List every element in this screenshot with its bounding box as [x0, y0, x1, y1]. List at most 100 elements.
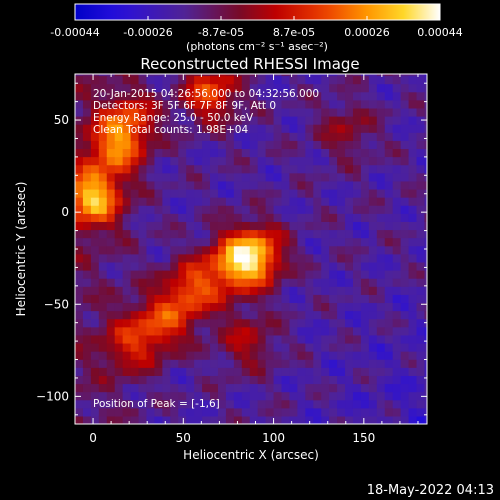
- heatmap-cell: [241, 107, 251, 117]
- heatmap-cell: [178, 302, 187, 312]
- heatmap-cell: [360, 253, 370, 263]
- heatmap-cell: [138, 116, 148, 125]
- heatmap-cell: [289, 140, 298, 150]
- heatmap-cell: [122, 99, 132, 109]
- heatmap-cell: [114, 253, 124, 263]
- heatmap-cell: [162, 359, 171, 368]
- heatmap-cell: [249, 132, 259, 141]
- heatmap-cell: [329, 286, 338, 295]
- heatmap-cell: [289, 399, 298, 409]
- heatmap-cell: [257, 245, 267, 255]
- heatmap-cell: [202, 213, 211, 222]
- heatmap-cell: [305, 91, 314, 101]
- heatmap-cell: [400, 164, 410, 174]
- heatmap-cell: [360, 188, 370, 198]
- heatmap-cell: [210, 375, 219, 385]
- heatmap-cell: [210, 197, 219, 206]
- heatmap-cell: [400, 148, 410, 158]
- heatmap-cell: [352, 74, 362, 77]
- heatmap-cell: [265, 197, 275, 206]
- heatmap-cell: [82, 172, 92, 182]
- heatmap-cell: [392, 253, 402, 263]
- heatmap-cell: [321, 334, 330, 344]
- heatmap-cell: [416, 180, 426, 190]
- heatmap-cell: [170, 164, 179, 174]
- heatmap-cell: [337, 107, 346, 117]
- heatmap-cell: [345, 140, 354, 150]
- heatmap-cell: [273, 351, 283, 360]
- heatmap-cell: [273, 156, 283, 166]
- heatmap-cell: [297, 221, 306, 231]
- heatmap-cell: [384, 164, 394, 174]
- heatmap-cell: [217, 188, 227, 198]
- heatmap-cell: [257, 99, 267, 109]
- heatmap-cell: [114, 261, 124, 271]
- heatmap-cell: [225, 221, 235, 231]
- heatmap-cell: [217, 237, 227, 247]
- heatmap-cell: [225, 286, 235, 295]
- heatmap-cell: [75, 197, 84, 206]
- heatmap-cell: [114, 383, 124, 393]
- heatmap-cell: [289, 415, 298, 424]
- heatmap-cell: [249, 164, 259, 174]
- heatmap-cell: [281, 132, 291, 141]
- heatmap-cell: [241, 351, 251, 360]
- heatmap-cell: [289, 342, 298, 352]
- heatmap-cell: [384, 334, 394, 344]
- heatmap-cell: [186, 318, 195, 328]
- heatmap-cell: [162, 205, 171, 214]
- heatmap-cell: [241, 83, 251, 93]
- heatmap-cell: [345, 302, 354, 312]
- heatmap-cell: [98, 367, 108, 376]
- heatmap-cell: [178, 310, 187, 320]
- heatmap-cell: [178, 367, 187, 376]
- heatmap-cell: [376, 278, 386, 287]
- heatmap-cell: [138, 124, 148, 133]
- heatmap-cell: [186, 399, 195, 409]
- heatmap-cell: [186, 253, 195, 263]
- heatmap-cell: [98, 318, 108, 328]
- heatmap-cell: [233, 74, 243, 77]
- heatmap-cell: [352, 172, 362, 182]
- heatmap-cell: [424, 140, 427, 150]
- heatmap-cell: [154, 197, 163, 206]
- heatmap-cell: [257, 359, 267, 368]
- heatmap-cell: [75, 375, 84, 385]
- heatmap-cell: [82, 399, 92, 409]
- heatmap-cell: [384, 156, 394, 166]
- heatmap-cell: [424, 124, 427, 133]
- heatmap-cell: [202, 351, 211, 360]
- heatmap-cell: [162, 245, 171, 255]
- heatmap-cell: [376, 399, 386, 409]
- heatmap-cell: [154, 180, 163, 190]
- heatmap-cell: [257, 74, 267, 77]
- heatmap-cell: [360, 180, 370, 190]
- heatmap-cell: [368, 188, 378, 198]
- heatmap-cell: [241, 213, 251, 222]
- heatmap-cell: [305, 221, 314, 231]
- heatmap-cell: [186, 415, 195, 424]
- heatmap-cell: [138, 375, 148, 385]
- heatmap-cell: [241, 221, 251, 231]
- heatmap-cell: [384, 415, 394, 424]
- heatmap-cell: [114, 75, 124, 85]
- heatmap-cell: [321, 342, 330, 352]
- heatmap-cell: [114, 326, 124, 336]
- heatmap-cell: [130, 75, 140, 85]
- heatmap-cell: [289, 245, 298, 255]
- heatmap-cell: [178, 342, 187, 352]
- heatmap-cell: [265, 278, 275, 287]
- heatmap-cell: [170, 286, 179, 295]
- heatmap-cell: [289, 270, 298, 279]
- heatmap-cell: [392, 229, 402, 239]
- heatmap-cell: [170, 91, 179, 101]
- heatmap-cell: [217, 83, 227, 93]
- heatmap-cell: [225, 91, 235, 101]
- heatmap-cell: [90, 205, 100, 214]
- heatmap-cell: [82, 342, 92, 352]
- heatmap-cell: [313, 318, 322, 328]
- heatmap-cell: [122, 75, 132, 85]
- heatmap-cell: [416, 391, 426, 401]
- heatmap-cell: [194, 140, 203, 150]
- heatmap-cell: [289, 253, 298, 263]
